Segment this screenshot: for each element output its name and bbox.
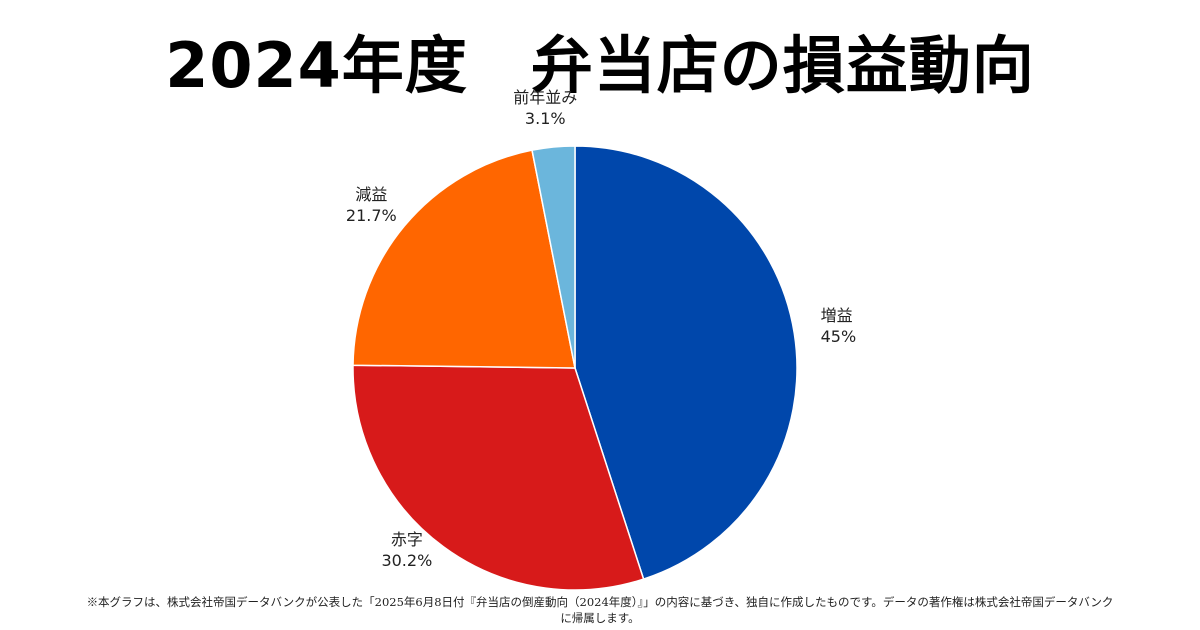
slice-category-label-4: 前年並み — [513, 88, 577, 107]
source-note: ※本グラフは、株式会社帝国データバンクが公表した「2025年6月8日付『弁当店の… — [0, 594, 1200, 626]
page-title: 2024年度 弁当店の損益動向 — [165, 29, 1035, 102]
slice-category-label-3: 減益 — [355, 185, 387, 204]
slice-value-label-3: 21.7% — [346, 206, 397, 225]
pie-labels: 増益 45% 赤字 30.2% 減益 21.7% 前年並み 3.1% — [346, 88, 856, 570]
slice-category-label-1: 増益 — [821, 306, 853, 325]
pie-slice-4 — [531, 145, 576, 369]
slice-value-label-1: 45% — [821, 327, 857, 346]
pie-slice-3 — [352, 149, 576, 369]
slice-value-label-2: 30.2% — [381, 551, 432, 570]
source-note-line-1: ※本グラフは、株式会社帝国データバンクが公表した「2025年6月8日付『弁当店の… — [86, 595, 1114, 609]
pie-slices — [352, 145, 798, 591]
slice-value-label-4: 3.1% — [525, 109, 566, 128]
pie-slice-1 — [574, 145, 798, 581]
slice-category-label-2: 赤字 — [391, 530, 423, 549]
source-note-line-2: に帰属します。 — [560, 611, 640, 625]
pie-slice-2 — [352, 364, 645, 591]
